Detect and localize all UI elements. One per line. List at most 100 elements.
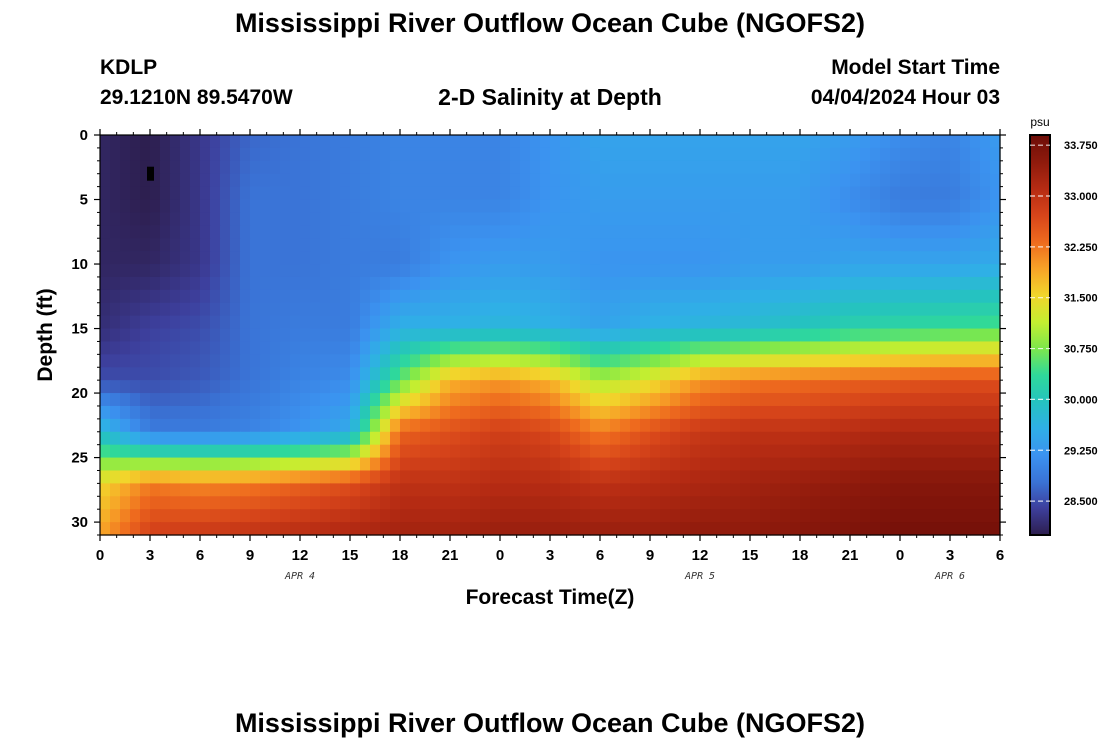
heatmap-cell <box>410 315 421 330</box>
heatmap-cell <box>170 238 181 252</box>
heatmap-cell <box>450 393 461 407</box>
heatmap-cell <box>100 522 111 536</box>
heatmap-cell <box>280 276 291 291</box>
heatmap-cell <box>440 173 451 188</box>
heatmap-cell <box>540 173 551 188</box>
heatmap-cell <box>790 393 801 407</box>
heatmap-cell <box>850 393 861 407</box>
heatmap-cell <box>520 354 531 368</box>
heatmap-cell <box>220 470 231 484</box>
heatmap-cell <box>920 225 931 239</box>
heatmap-cell <box>610 147 621 162</box>
heatmap-cell <box>950 225 961 239</box>
heatmap-cell <box>580 496 591 510</box>
heatmap-cell <box>550 199 561 214</box>
heatmap-cell <box>380 431 391 446</box>
heatmap-cell <box>990 418 1001 433</box>
heatmap-cell <box>250 483 261 497</box>
heatmap-cell <box>890 444 901 459</box>
heatmap-cell <box>870 276 881 291</box>
heatmap-cell <box>800 354 811 368</box>
heatmap-cell <box>310 135 321 149</box>
heatmap-cell <box>760 367 771 381</box>
heatmap-cell <box>980 418 991 433</box>
heatmap-cell <box>670 186 681 201</box>
heatmap-cell <box>550 509 561 523</box>
heatmap-cell <box>820 405 831 420</box>
heatmap-cell <box>170 341 181 355</box>
heatmap-cell <box>660 380 671 394</box>
heatmap-cell <box>840 418 851 433</box>
heatmap-cell <box>150 199 161 214</box>
heatmap-cell <box>940 315 951 330</box>
heatmap-cell <box>850 405 861 420</box>
x-tick-label: 6 <box>996 547 1004 564</box>
station-coordinates: 29.1210N 89.5470W <box>100 86 293 109</box>
heatmap-cell <box>580 160 591 175</box>
heatmap-cell <box>740 457 751 472</box>
heatmap-cell <box>720 457 731 472</box>
heatmap-cell <box>930 496 941 510</box>
heatmap-cell <box>160 147 171 162</box>
heatmap-cell <box>310 470 321 484</box>
heatmap-cell <box>160 509 171 523</box>
heatmap-cell <box>620 444 631 459</box>
heatmap-cell <box>620 354 631 368</box>
heatmap-cell <box>580 418 591 433</box>
heatmap-cell <box>900 444 911 459</box>
heatmap-cell <box>270 251 281 265</box>
heatmap-cell <box>670 212 681 226</box>
heatmap-cell <box>790 522 801 536</box>
heatmap-cell <box>770 302 781 317</box>
heatmap-cell <box>300 315 311 330</box>
heatmap-cell <box>230 199 241 214</box>
heatmap-cell <box>730 199 741 214</box>
heatmap-cell <box>930 405 941 420</box>
heatmap-cell <box>610 135 621 149</box>
heatmap-cell <box>110 302 121 317</box>
heatmap-cell <box>470 328 481 343</box>
heatmap-cell <box>400 276 411 291</box>
heatmap-cell <box>880 225 891 239</box>
heatmap-cell <box>510 289 521 304</box>
heatmap-cell <box>750 225 761 239</box>
heatmap-cell <box>490 276 501 291</box>
heatmap-cell <box>860 289 871 304</box>
heatmap-cell <box>760 238 771 252</box>
heatmap-cell <box>700 405 711 420</box>
heatmap-cell <box>500 238 511 252</box>
heatmap-cell <box>280 393 291 407</box>
heatmap-cell <box>430 483 441 497</box>
heatmap-cell <box>870 302 881 317</box>
heatmap-cell <box>800 147 811 162</box>
heatmap-cell <box>550 405 561 420</box>
heatmap-cell <box>560 522 571 536</box>
heatmap-cell <box>190 212 201 226</box>
heatmap-cell <box>710 380 721 394</box>
heatmap-cell <box>300 289 311 304</box>
heatmap-cell <box>650 380 661 394</box>
heatmap-cell <box>710 173 721 188</box>
heatmap-cell <box>250 225 261 239</box>
heatmap-cell <box>580 212 591 226</box>
heatmap-cell <box>150 509 161 523</box>
heatmap-cell <box>220 367 231 381</box>
heatmap-cell <box>780 264 791 278</box>
heatmap-cell <box>830 341 841 355</box>
heatmap-cell <box>900 367 911 381</box>
heatmap-cell <box>680 341 691 355</box>
heatmap-cell <box>110 238 121 252</box>
heatmap-cell <box>380 509 391 523</box>
colorbar-tick-label: 32.250 <box>1064 242 1098 254</box>
heatmap-cell <box>750 328 761 343</box>
heatmap-cell <box>710 393 721 407</box>
heatmap-cell <box>860 393 871 407</box>
heatmap-cell <box>600 276 611 291</box>
heatmap-cell <box>670 199 681 214</box>
heatmap-cell <box>960 431 971 446</box>
heatmap-cell <box>640 251 651 265</box>
heatmap-cell <box>140 264 151 278</box>
heatmap-cell <box>920 251 931 265</box>
heatmap-cell <box>380 393 391 407</box>
